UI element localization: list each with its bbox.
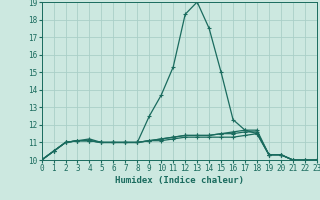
X-axis label: Humidex (Indice chaleur): Humidex (Indice chaleur): [115, 176, 244, 185]
